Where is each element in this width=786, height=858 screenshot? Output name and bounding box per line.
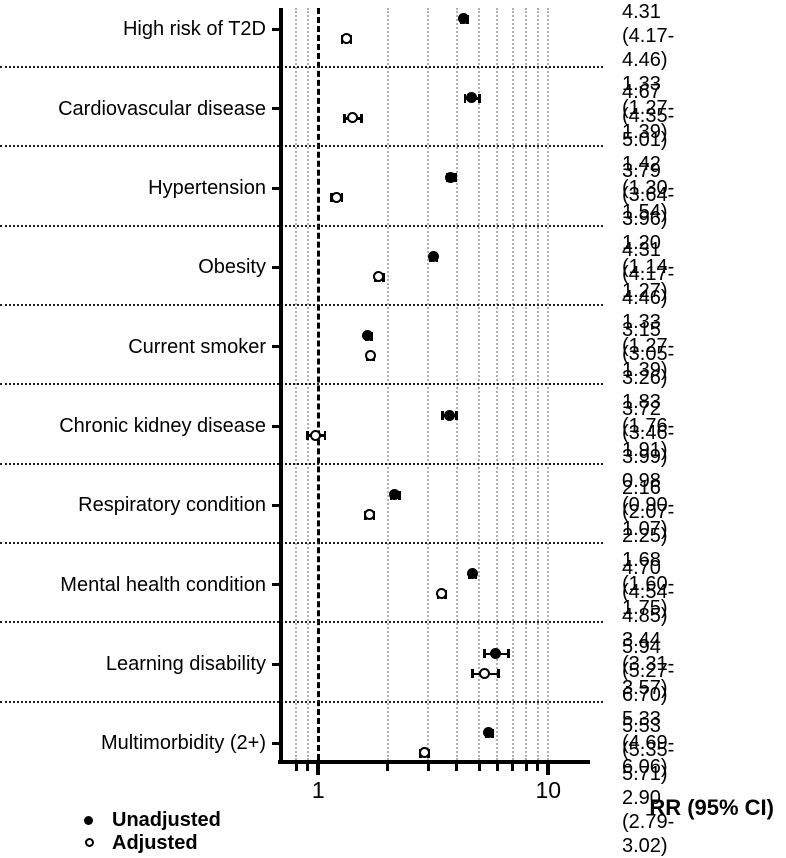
x-axis-line (278, 760, 590, 764)
point-adjusted-hypertension (330, 191, 342, 203)
row-separator-line (0, 383, 603, 386)
point-unadjusted-mental-health-condition (466, 568, 478, 580)
y-axis-tick (272, 107, 279, 111)
x-axis-minor-tick (524, 764, 528, 771)
x-axis-minor-tick (477, 764, 481, 771)
ci-cap-right (506, 649, 510, 659)
ci-cap-right (455, 411, 458, 421)
y-axis-tick (272, 583, 279, 587)
row-label-multimorbidity-2: Multimorbidity (2+) (100, 732, 266, 755)
x-axis-tick-label-1: 1 (311, 777, 325, 803)
x-axis-major-tick (316, 764, 321, 775)
row-separator-line (0, 145, 603, 148)
y-axis-tick (272, 265, 279, 269)
point-unadjusted-respiratory-condition (389, 489, 401, 501)
point-adjusted-cardiovascular-disease (347, 112, 359, 124)
y-axis-tick (272, 345, 279, 349)
rr-ci-text-high-risk-of-t2d: 4.31 (4.17-4.46) 1.33 (1.27-1.39) (622, 1, 675, 144)
x-axis-minor-tick (426, 764, 430, 771)
y-axis-tick (272, 186, 279, 190)
ci-cap-left (343, 113, 346, 123)
row-separator-line (0, 303, 603, 306)
rr-ci-text-cardiovascular-disease: 4.67 (4.35-5.01) 1.42 (1.30-1.54) (622, 80, 675, 223)
point-unadjusted-current-smoker (362, 330, 374, 342)
point-unadjusted-high-risk-of-t2d (458, 13, 470, 24)
rr-ci-text-obesity: 4.31 (4.17-4.46) 1.33 (1.27-1.39) (622, 239, 675, 382)
point-adjusted-obesity (373, 271, 385, 283)
row-label-chronic-kidney-disease: Chronic kidney disease (59, 415, 266, 438)
point-unadjusted-multimorbidity-2 (483, 727, 495, 739)
rr-ci-text-chronic-kidney-disease: 3.72 (3.46-3.99) 0.98 (0.90-1.07) (622, 398, 675, 541)
x-axis-minor-tick (455, 764, 459, 771)
y-axis-line (278, 8, 283, 764)
y-axis-tick (272, 662, 279, 666)
x-axis-tick-label-10: 10 (535, 777, 562, 803)
point-adjusted-mental-health-condition (435, 588, 447, 600)
ci-cap-right (340, 193, 344, 203)
ci-cap-left (463, 93, 467, 103)
row-separator-line (0, 462, 603, 465)
point-unadjusted-chronic-kidney-disease (443, 409, 455, 421)
row-separator-line (0, 621, 603, 624)
x-axis-minor-tick (511, 764, 515, 771)
ci-cap-left (306, 431, 310, 441)
rr-ci-text-respiratory-condition: 2.16 (2.07-2.25) 1.68 (1.60-1.75) (622, 477, 675, 620)
y-axis-tick (272, 27, 279, 31)
row-label-respiratory-condition: Respiratory condition (78, 494, 266, 517)
filled-circle-icon (84, 816, 93, 825)
row-separator-line (0, 65, 603, 68)
x-axis-minor-tick (536, 764, 540, 771)
x-axis-minor-tick (306, 764, 310, 771)
ci-cap-right (477, 93, 481, 103)
open-circle-icon (85, 838, 94, 847)
point-unadjusted-learning-disability (490, 647, 502, 659)
point-adjusted-multimorbidity-2 (418, 747, 430, 759)
rr-ci-text-multimorbidity-2: 5.53 (5.35-5.71) 2.90 (2.79-3.02) (622, 715, 675, 858)
legend-label-unadjusted: Unadjusted (112, 809, 221, 831)
x-axis-title: RR (95% CI) (649, 795, 774, 820)
ci-cap-left (483, 649, 486, 659)
y-axis-tick (272, 503, 279, 507)
row-label-hypertension: Hypertension (148, 177, 266, 199)
x-axis-minor-tick (294, 764, 298, 771)
point-adjusted-chronic-kidney-disease (310, 429, 322, 441)
row-label-learning-disability: Learning disability (105, 653, 266, 676)
x-axis-minor-tick (386, 764, 390, 771)
point-adjusted-respiratory-condition (364, 509, 376, 521)
point-unadjusted-hypertension (445, 171, 457, 183)
rr-ci-text-learning-disability: 5.94 (5.27-6.70) 5.33 (4.69-6.06) (622, 636, 675, 779)
x-axis-minor-tick (495, 764, 499, 771)
legend-label-adjusted: Adjusted (112, 832, 198, 854)
x-axis-major-tick (546, 764, 551, 775)
row-label-high-risk-of-t2d: High risk of T2D (122, 18, 266, 41)
row-label-cardiovascular-disease: Cardiovascular disease (58, 97, 266, 120)
ci-cap-right (360, 113, 363, 123)
point-adjusted-current-smoker (364, 350, 376, 362)
y-axis-tick (272, 741, 279, 745)
point-adjusted-learning-disability (479, 667, 491, 679)
row-separator-line (0, 224, 603, 227)
ci-cap-right (323, 431, 327, 441)
row-label-obesity: Obesity (198, 256, 266, 279)
row-separator-line (0, 541, 603, 544)
rr-ci-text-hypertension: 3.79 (3.64-3.96) 1.20 (1.14-1.27) (622, 160, 675, 302)
point-adjusted-high-risk-of-t2d (340, 33, 352, 44)
rr-ci-text-current-smoker: 3.15 (3.05-3.26) 1.83 (1.76-1.91) (622, 318, 675, 461)
point-unadjusted-obesity (427, 251, 439, 263)
row-separator-line (0, 700, 603, 703)
point-unadjusted-cardiovascular-disease (466, 92, 478, 104)
row-label-current-smoker: Current smoker (128, 335, 266, 358)
y-axis-tick (272, 424, 279, 428)
ci-cap-left (471, 669, 474, 679)
ci-cap-right (496, 669, 500, 679)
ci-cap-left (440, 411, 444, 421)
row-label-mental-health-condition: Mental health condition (60, 573, 266, 596)
rr-ci-text-mental-health-condition: 4.70 (4.54-4.85) 3.44 (3.31-3.57) (622, 556, 675, 699)
